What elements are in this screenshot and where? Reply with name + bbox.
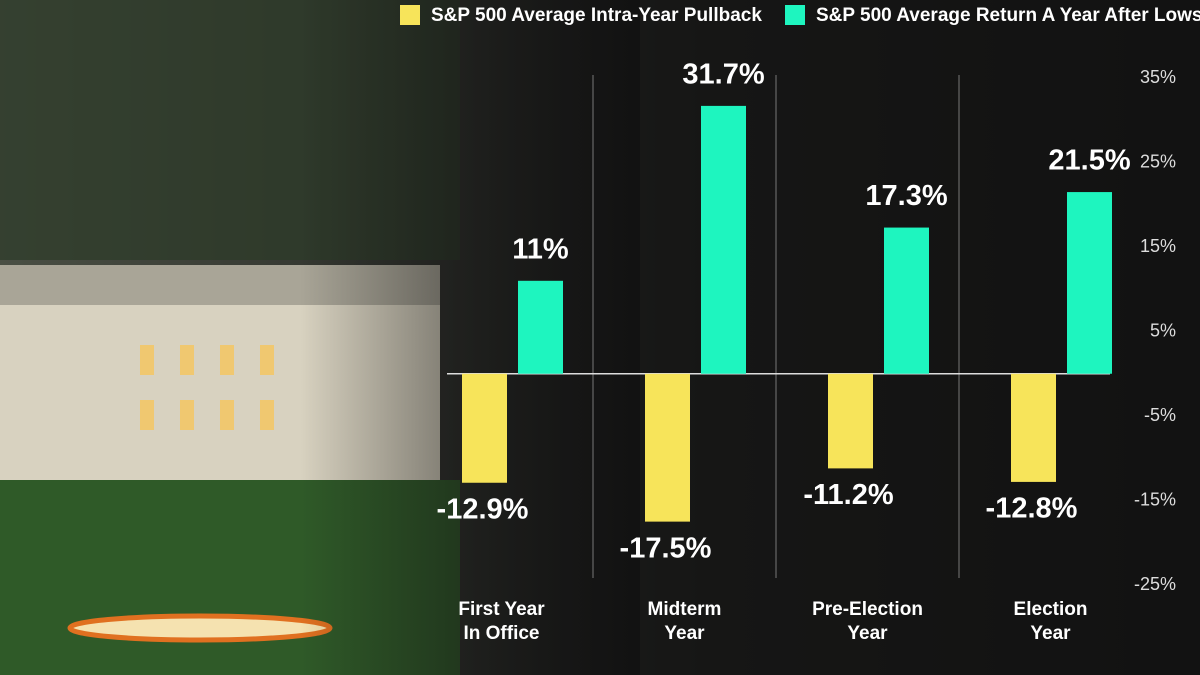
value-label: -11.2%: [803, 479, 893, 511]
fountain: [67, 613, 333, 643]
x-tick-label: Pre-Election Year: [812, 599, 923, 644]
legend-swatch: [785, 5, 805, 25]
value-label: -17.5%: [620, 532, 712, 564]
x-tick-label: Midterm Year: [647, 599, 722, 644]
y-tick-label: -5%: [1144, 405, 1176, 425]
x-tick-label: Election Year: [1013, 599, 1088, 644]
y-tick-label: -25%: [1134, 574, 1176, 594]
y-tick-label: 25%: [1140, 151, 1176, 171]
bar: [518, 280, 563, 374]
y-tick-label: 35%: [1140, 67, 1176, 87]
y-tick-label: -15%: [1134, 489, 1176, 509]
y-tick-label: 5%: [1150, 320, 1176, 340]
value-label: 11%: [512, 233, 569, 265]
bar: [828, 373, 873, 469]
value-label: -12.9%: [437, 493, 529, 525]
legend-swatch: [400, 5, 420, 25]
bar: [701, 105, 746, 374]
legend-label: S&P 500 Average Return A Year After Lows: [816, 5, 1200, 26]
windows: [140, 345, 274, 430]
value-label: 31.7%: [682, 59, 764, 91]
legend-label: S&P 500 Average Intra-Year Pullback: [431, 5, 762, 26]
value-label: 21.5%: [1048, 145, 1130, 177]
bar: [462, 373, 507, 483]
value-label: -12.8%: [986, 493, 1078, 525]
x-tick-label: First Year In Office: [458, 599, 545, 644]
y-tick-label: 15%: [1140, 236, 1176, 256]
bar: [1067, 192, 1112, 374]
bar: [884, 227, 929, 374]
value-label: 17.3%: [865, 180, 947, 212]
fade: [300, 0, 640, 675]
bar: [1011, 373, 1056, 482]
bar: [645, 373, 690, 522]
